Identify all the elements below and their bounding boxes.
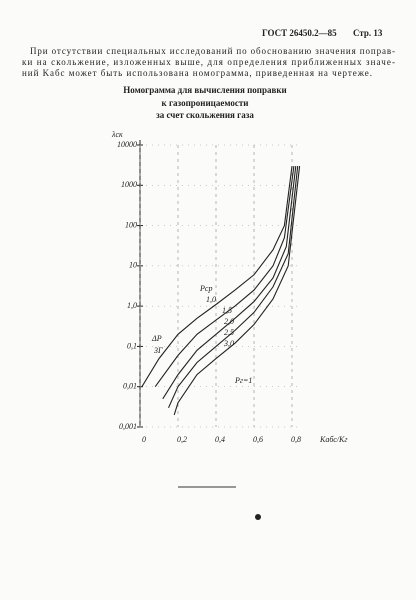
y-tick-label: 1,0 [127,301,137,310]
y-tick-label: 100 [125,220,137,229]
body-line: ний Kабс может быть использована номогра… [22,68,372,78]
page-number: Стр. 13 [353,28,383,38]
annotation: Pг=1 [234,376,252,385]
annotation: 3Г [153,346,163,355]
curve [173,166,301,416]
curve-label: 1,0 [206,295,216,304]
curve [141,166,293,387]
chart-title: Номограмма для вычисления поправки [123,85,286,95]
body-line: ки на скольжение, изложенных выше, для о… [22,57,395,67]
curve [167,166,299,409]
chart-title: за счет скольжения газа [156,110,254,120]
curve [162,166,297,400]
y-tick-label: 10 [129,261,137,270]
y-axis-label: λск [111,130,123,139]
x-tick-label: 0,4 [215,435,225,444]
annotation: ΔP [151,334,162,343]
y-tick-label: 1000 [121,180,137,189]
y-tick-label: 0,001 [119,422,137,431]
curve-label: 3,0 [223,339,234,348]
chart-title: к газопроницаемости [162,98,249,108]
curve-label: 2,0 [224,317,234,326]
x-tick-label: 0 [142,435,146,444]
standard: ГОСТ 26450.2—85 [262,28,337,38]
x-tick-label: 0,2 [177,435,187,444]
x-axis-label: Kабс/Kг [319,435,347,444]
x-tick-label: 0,6 [253,435,263,444]
y-tick-label: 0,01 [123,382,137,391]
curve-label: 1,5 [222,306,232,315]
y-tick-label: 0,1 [127,341,137,350]
x-tick-label: 0,8 [291,435,301,444]
legend-title: Pср [199,284,212,293]
y-tick-label: 10000 [117,140,137,149]
curve [154,166,295,388]
body-line: При отсутствии специальных исследований … [30,46,395,56]
ink-dot [255,514,261,520]
curve-label: 2,5 [224,328,234,337]
